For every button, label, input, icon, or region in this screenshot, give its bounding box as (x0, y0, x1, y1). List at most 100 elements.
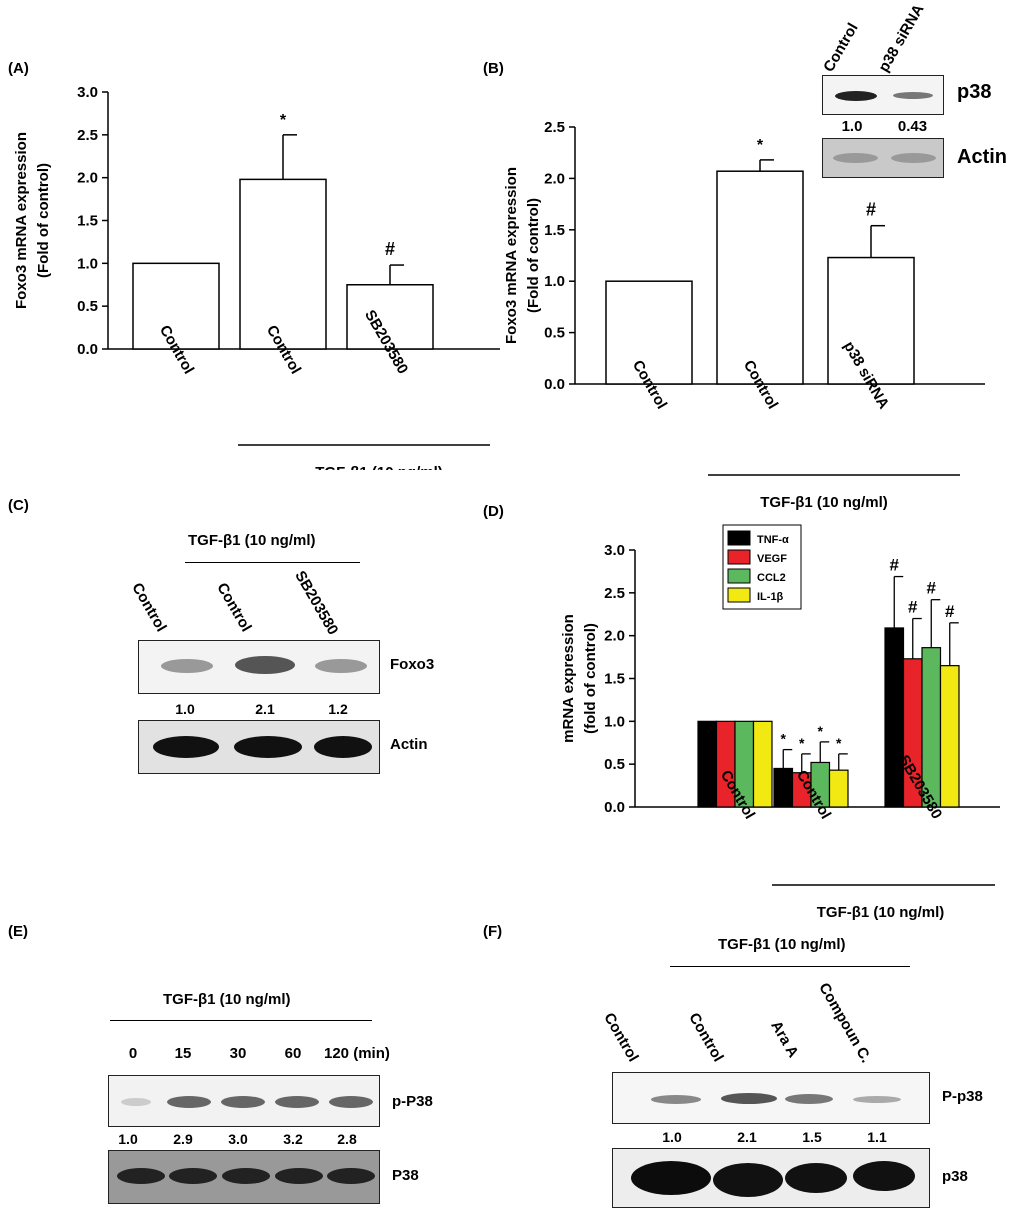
inset-value-2: 0.43 (897, 118, 928, 135)
panel-e-value-2: 2.9 (173, 1131, 193, 1147)
panel-e-time-1: 0 (128, 1045, 138, 1062)
panel-f-value-1: 1.0 (662, 1129, 682, 1145)
panel-f-treatment: TGF-β1 (10 ng/ml) (718, 936, 846, 953)
band (785, 1163, 847, 1193)
band (853, 1096, 901, 1103)
legend-label: IL-1β (757, 591, 784, 603)
band (117, 1168, 165, 1184)
inset-value-1: 1.0 (841, 118, 863, 135)
panel-c-value-3: 1.2 (328, 701, 348, 717)
significance-mark: * (781, 731, 787, 747)
band (222, 1168, 270, 1184)
panel-f-lane-2: Control (685, 1010, 727, 1065)
band (167, 1096, 211, 1108)
bar (239, 178, 327, 350)
panel-e-time-3: 30 (229, 1045, 247, 1062)
bar (605, 280, 693, 385)
group-label: TGF-β1 (10 ng/ml) (817, 904, 945, 920)
band (833, 153, 878, 163)
y-axis-label: (Fold of control) (525, 198, 542, 313)
panel-d-label: (D) (483, 503, 504, 520)
panel-f-pp38-blot (612, 1072, 930, 1124)
y-tick-label: 1.0 (77, 255, 98, 272)
band (275, 1096, 319, 1108)
bar (132, 262, 220, 350)
y-tick-label: 0.5 (604, 756, 625, 773)
panel-c-value-1: 1.0 (175, 701, 195, 717)
group-label: TGF-β1 (10 ng/ml) (760, 494, 888, 510)
panel-f-lane-1: Control (600, 1010, 642, 1065)
y-tick-label: 1.5 (544, 222, 565, 239)
y-tick-label: 0.0 (604, 799, 625, 816)
legend-swatch (727, 530, 751, 546)
panel-a-label: (A) (8, 60, 29, 77)
panel-f-p38-blot (612, 1148, 930, 1208)
band (121, 1098, 151, 1106)
legend-label: VEGF (757, 553, 787, 565)
y-tick-label: 0.5 (77, 298, 98, 315)
band (891, 153, 936, 163)
y-tick-label: 1.5 (77, 213, 98, 230)
band (169, 1168, 217, 1184)
y-tick-label: 0.0 (544, 376, 565, 393)
significance-mark: * (818, 723, 824, 739)
band (161, 659, 213, 673)
y-tick-label: 0.0 (77, 341, 98, 358)
panel-e-loading: P38 (392, 1167, 419, 1184)
panel-e-treatment: TGF-β1 (10 ng/ml) (163, 991, 291, 1008)
panel-c-lane-3: SB203580 (291, 568, 342, 638)
significance-mark: # (945, 602, 955, 621)
band (235, 656, 295, 674)
panel-c-lane-2: Control (213, 580, 255, 635)
band (153, 736, 219, 758)
band (835, 91, 877, 101)
panel-b-label: (B) (483, 60, 504, 77)
panel-e-target: p-P38 (392, 1093, 433, 1110)
panel-c-lane-1: Control (128, 580, 170, 635)
band (893, 92, 933, 99)
panel-c-label: (C) (8, 497, 29, 514)
legend-label: CCL2 (757, 572, 786, 584)
significance-mark: # (890, 556, 900, 575)
y-tick-label: 1.0 (604, 713, 625, 730)
panel-e-time-5: 120 (min) (324, 1045, 390, 1062)
panel-f-lane-3: Ara A (767, 1018, 802, 1061)
significance-mark: * (836, 735, 842, 751)
inset-p38-blot (822, 75, 944, 115)
chart-a: 0.0 0.5 1.0 1.5 2.0 2.5 3.0 Foxo3 mRNA expressi… (13, 84, 500, 470)
y-axis-label: mRNA expression (560, 614, 577, 743)
band (329, 1096, 373, 1108)
band (275, 1168, 323, 1184)
y-tick-label: 3.0 (604, 542, 625, 559)
y-tick-label: 0.5 (544, 325, 565, 342)
legend-label: TNF-α (757, 534, 789, 546)
panel-c-value-2: 2.1 (255, 701, 275, 717)
panel-c-loading: Actin (390, 736, 428, 753)
y-tick-label: 2.0 (544, 170, 565, 187)
legend-swatch (727, 568, 751, 584)
panel-c-target: Foxo3 (390, 656, 435, 673)
inset-lane-sirna: p38 siRNA (875, 1, 928, 75)
y-axis-label: (fold of control) (582, 623, 599, 734)
legend-swatch (727, 549, 751, 565)
panel-f-bracket (670, 966, 910, 967)
panel-c-actin-blot (138, 720, 380, 774)
panel-e-time-2: 15 (174, 1045, 192, 1062)
bar-il1 (828, 769, 849, 808)
panel-e-time-4: 60 (284, 1045, 302, 1062)
legend-swatch (727, 587, 751, 603)
significance-mark: # (927, 579, 937, 598)
inset-actin-blot (822, 138, 944, 178)
bar (346, 284, 434, 350)
y-tick-label: 2.5 (604, 585, 625, 602)
chart-b: 0.0 0.5 1.0 1.5 2.0 2.5 Foxo3 mRNA expression (… (503, 119, 985, 510)
bar-tnf (697, 720, 718, 808)
bar-il1 (752, 720, 773, 808)
panel-e-p38-blot (108, 1150, 380, 1204)
panel-c-treatment: TGF-β1 (10 ng/ml) (188, 532, 316, 549)
panel-f-value-3: 1.5 (802, 1129, 822, 1145)
y-axis-label: Foxo3 mRNA expression (503, 167, 520, 344)
panel-e-value-4: 3.2 (283, 1131, 303, 1147)
panel-f-lane-4: Compoun C. (815, 980, 875, 1066)
band (221, 1096, 265, 1108)
